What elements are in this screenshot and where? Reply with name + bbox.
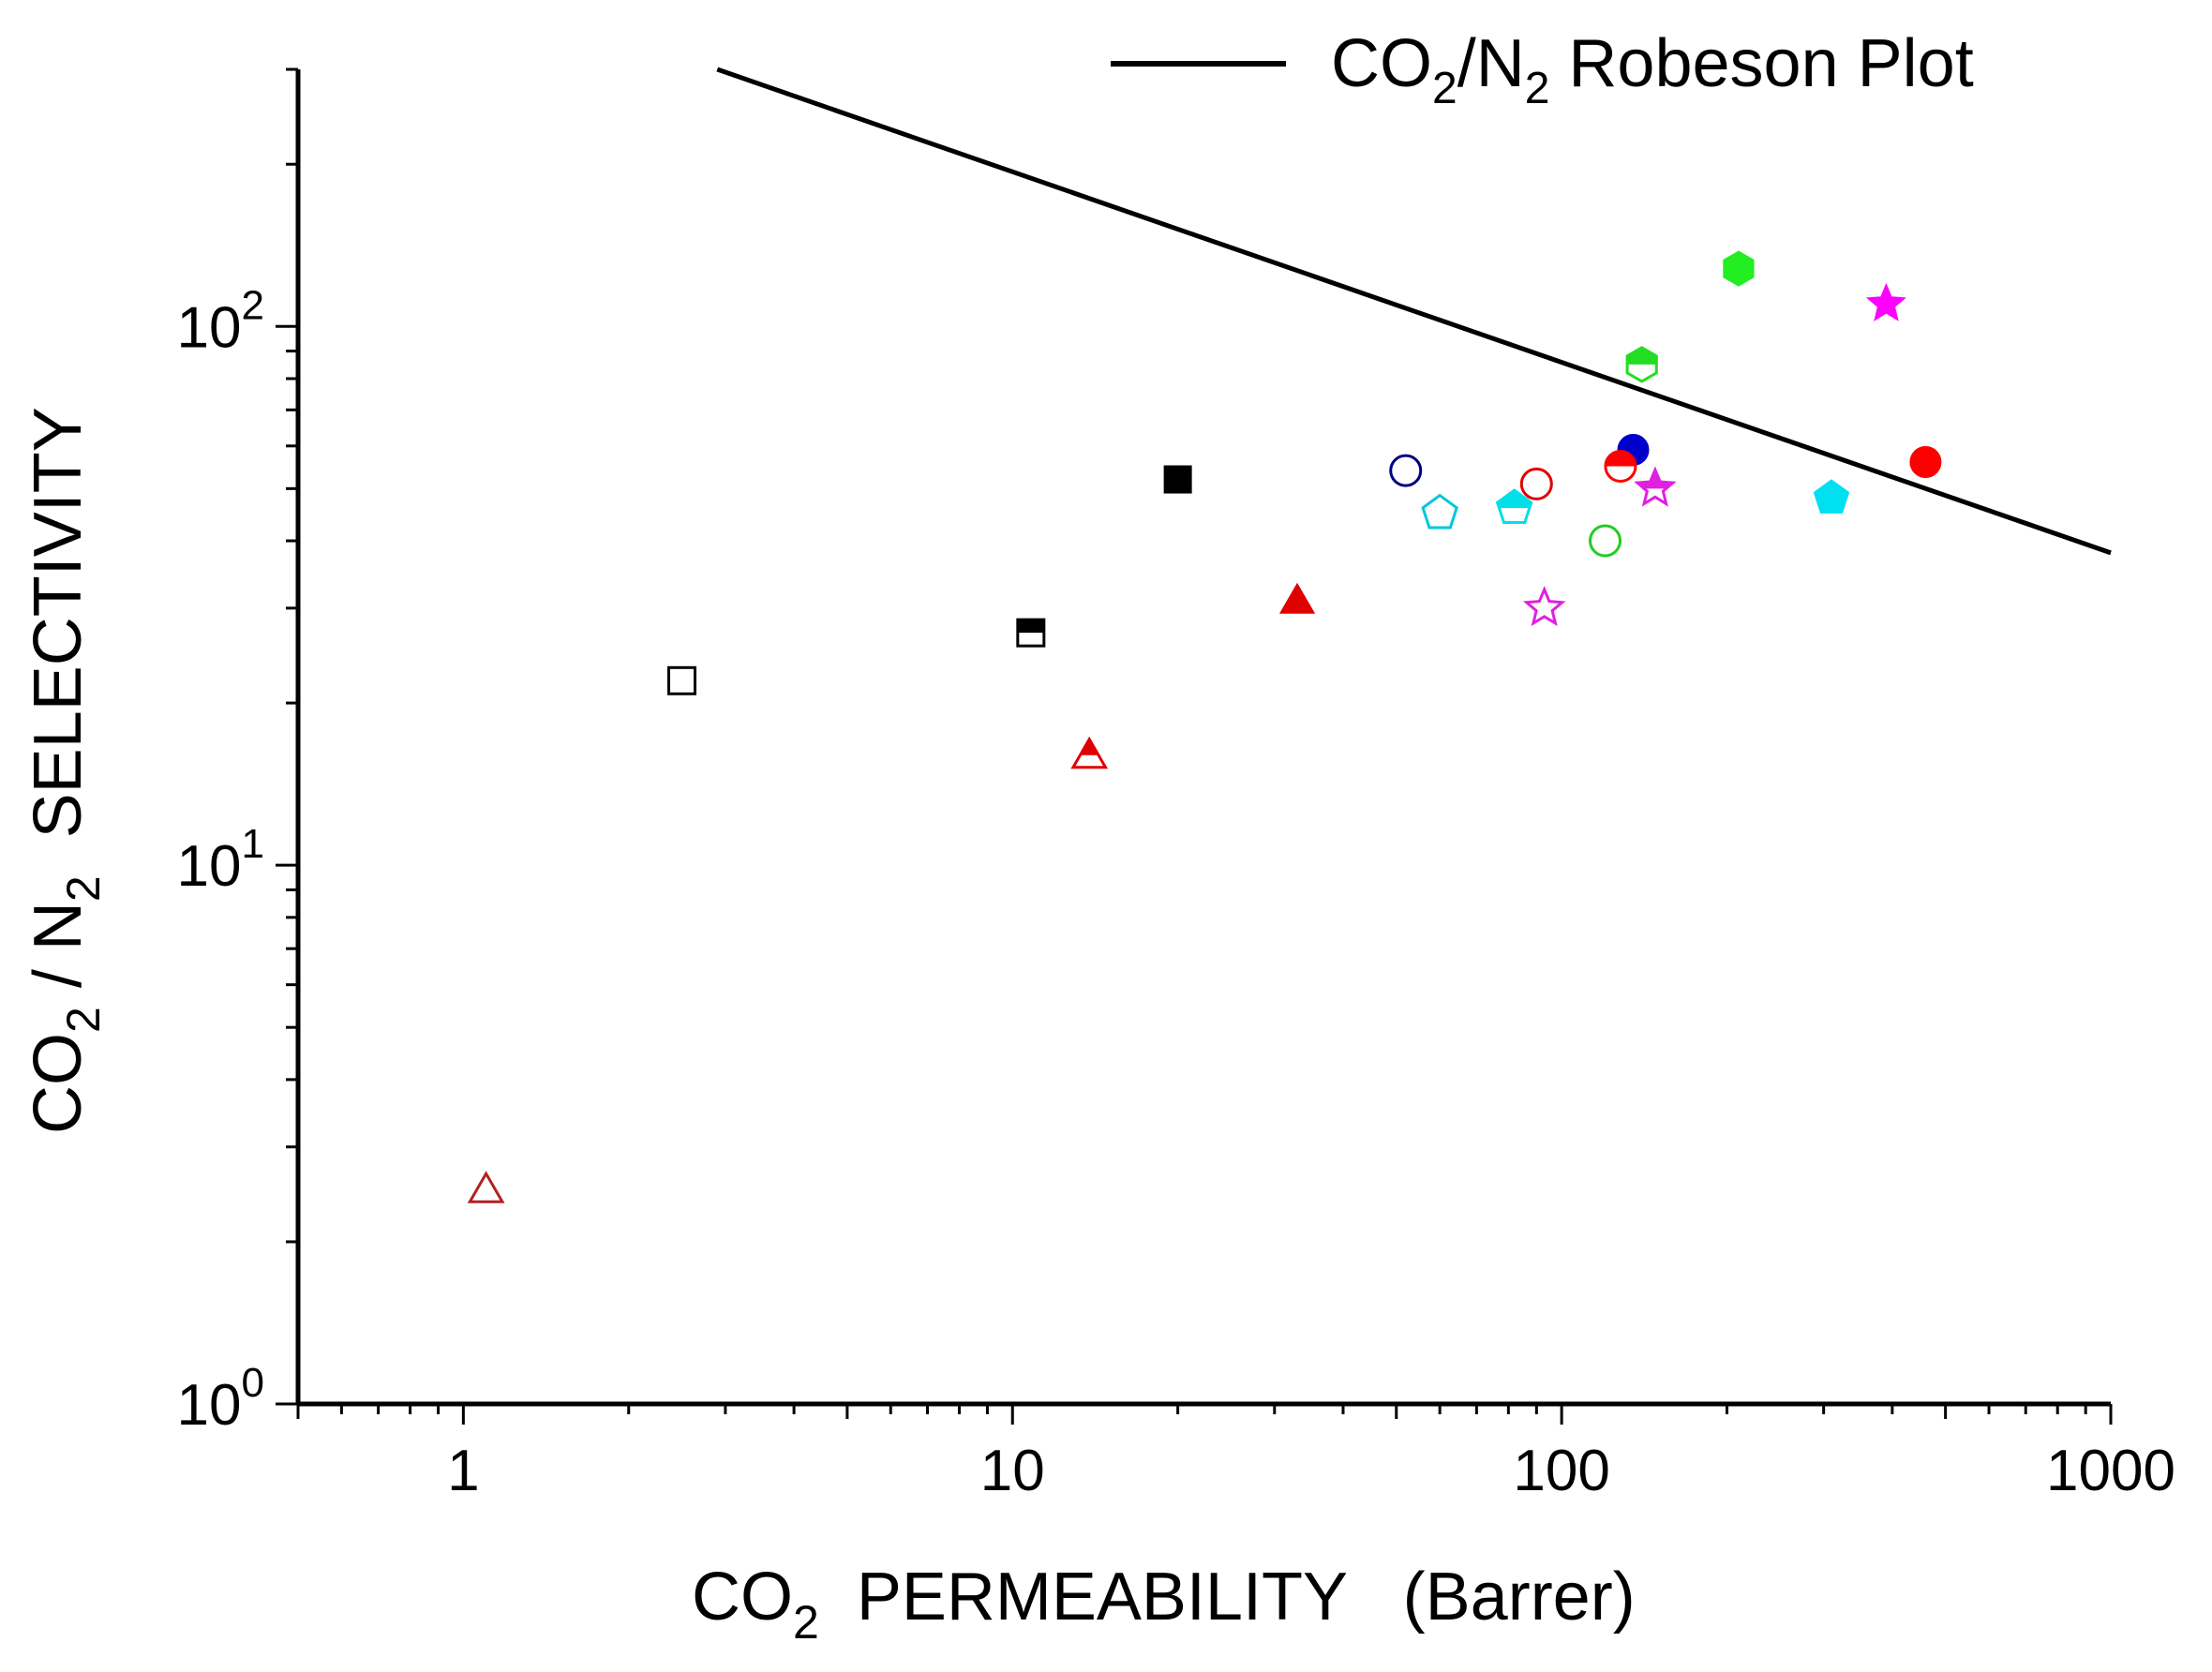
- data-point: [1522, 585, 1566, 627]
- marker-outline: [1519, 467, 1553, 500]
- data-point: [1589, 524, 1622, 558]
- data-point: [1495, 488, 1533, 524]
- x-tick-label: 100: [1513, 1439, 1609, 1503]
- marker-fill: [1278, 582, 1316, 614]
- data-point: [1163, 465, 1192, 494]
- marker-fill: [1017, 620, 1044, 634]
- robeson-line-group: [716, 67, 2112, 556]
- marker-outline: [1421, 493, 1458, 530]
- axes: [295, 69, 2111, 1407]
- marker-outline: [1589, 524, 1622, 558]
- legend-label: CO2/N2 Robeson Plot: [1331, 26, 1974, 113]
- data-point: [1813, 479, 1850, 514]
- y-tick-label: 102: [177, 282, 264, 360]
- data-point: [1519, 467, 1553, 500]
- y-tick-label: 101: [177, 821, 264, 899]
- data-point: [467, 1171, 505, 1203]
- marker-fill: [1865, 282, 1906, 321]
- marker-fill: [1627, 347, 1657, 365]
- data-point: [1278, 582, 1316, 614]
- robeson-line: [716, 67, 2112, 556]
- data-point: [667, 665, 697, 695]
- marker-fill: [1813, 479, 1850, 514]
- marker-fill: [1637, 470, 1673, 489]
- data-point: [1865, 282, 1906, 321]
- data-point: [1909, 446, 1942, 479]
- marker-fill: [1605, 451, 1636, 467]
- data-point: [1723, 250, 1755, 287]
- x-axis-title: CO2 PERMEABILITY (Barrer): [692, 1560, 1636, 1649]
- marker-fill: [1163, 465, 1192, 494]
- data-point: [1421, 493, 1458, 530]
- y-axis-title: CO2 / N2 SELECTIVITY: [21, 407, 110, 1134]
- marker-outline: [1522, 585, 1566, 627]
- data-point: [1634, 466, 1677, 507]
- y-axis-ticks: 100 101 102: [177, 67, 298, 1438]
- data-point: [1604, 450, 1637, 484]
- legend: CO2/N2 Robeson Plot: [1111, 26, 1974, 113]
- marker-fill: [1080, 739, 1099, 755]
- data-point: [1389, 454, 1423, 487]
- data-point: [1070, 736, 1109, 769]
- data-point: [1016, 618, 1046, 648]
- marker-fill: [1497, 490, 1532, 509]
- marker-fill: [1723, 250, 1755, 287]
- x-axis-ticks: 1 10 100 1000: [296, 1404, 2175, 1503]
- marker-outline: [1389, 454, 1423, 487]
- y-tick-label: 100: [177, 1360, 264, 1438]
- x-tick-label: 1000: [2046, 1439, 2175, 1503]
- marker-fill: [1909, 446, 1942, 479]
- data-point: [1625, 346, 1658, 383]
- x-tick-label: 10: [980, 1439, 1045, 1503]
- data-points: [467, 250, 1942, 1203]
- x-tick-label: 1: [447, 1439, 479, 1503]
- marker-outline: [467, 1171, 505, 1203]
- marker-outline: [667, 665, 697, 695]
